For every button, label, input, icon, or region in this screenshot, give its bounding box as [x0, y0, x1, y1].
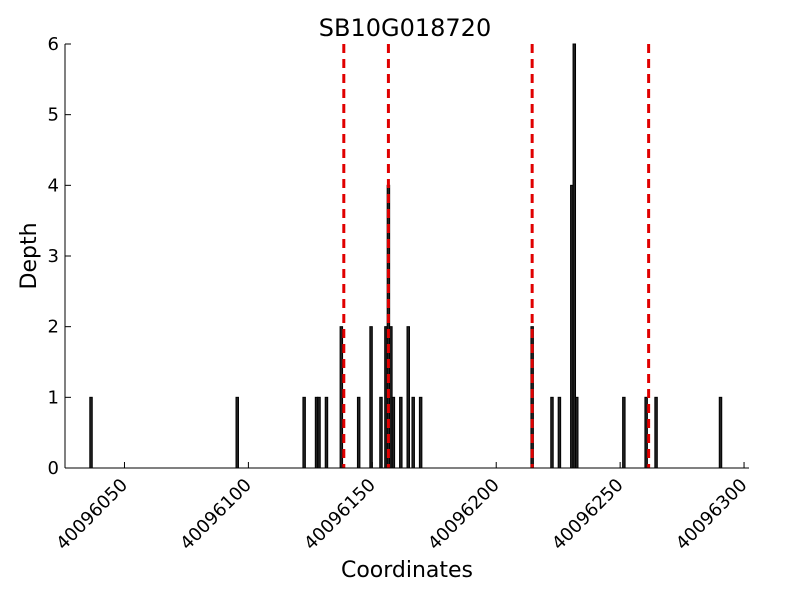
- bar-2: [302, 396, 306, 469]
- x-tick-label-1: 40096100: [176, 475, 256, 555]
- bar-8: [369, 326, 373, 469]
- bar-19: [550, 396, 554, 469]
- x-tick-label-3: 40096200: [424, 475, 504, 555]
- bar-24: [622, 396, 626, 469]
- bar-17: [418, 396, 423, 469]
- y-tick-label-4: 4: [48, 175, 59, 196]
- x-tick-label-5: 40096300: [672, 475, 752, 555]
- x-tick-label-0: 40096050: [52, 475, 132, 555]
- x-tick-label-4: 40096250: [548, 475, 628, 555]
- bar-15: [406, 326, 410, 469]
- x-tick-label-2: 40096150: [300, 475, 380, 555]
- bar-23: [575, 396, 579, 469]
- bar-16: [411, 396, 415, 469]
- bar-1: [235, 396, 239, 469]
- y-tick-label-0: 0: [48, 458, 59, 479]
- bar-4: [317, 396, 321, 469]
- bar-13: [391, 396, 396, 469]
- bar-20: [557, 396, 562, 469]
- x-axis-label: Coordinates: [341, 558, 473, 583]
- bar-6: [339, 326, 344, 469]
- bar-25: [644, 396, 648, 469]
- bar-14: [399, 396, 403, 469]
- bar-7: [356, 396, 361, 469]
- bar-5: [324, 396, 329, 469]
- bar-26: [654, 396, 658, 469]
- bar-9: [379, 396, 383, 469]
- y-tick-label-5: 5: [48, 105, 59, 126]
- bar-27: [718, 396, 723, 469]
- plot-area: 0 1 2 3 4 5 6 40096050 40096100 40096150 40096200 4…: [48, 34, 752, 554]
- y-tick-label-6: 6: [48, 34, 59, 55]
- chart-title: SB10G018720: [319, 14, 491, 42]
- y-tick-label-1: 1: [48, 387, 59, 408]
- bar-0: [89, 396, 93, 469]
- y-axis-label: Depth: [17, 222, 42, 289]
- y-tick-label-2: 2: [48, 317, 59, 338]
- y-tick-label-3: 3: [48, 246, 59, 267]
